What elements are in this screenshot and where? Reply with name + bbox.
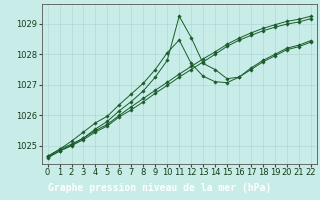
Text: Graphe pression niveau de la mer (hPa): Graphe pression niveau de la mer (hPa) [48,183,272,193]
